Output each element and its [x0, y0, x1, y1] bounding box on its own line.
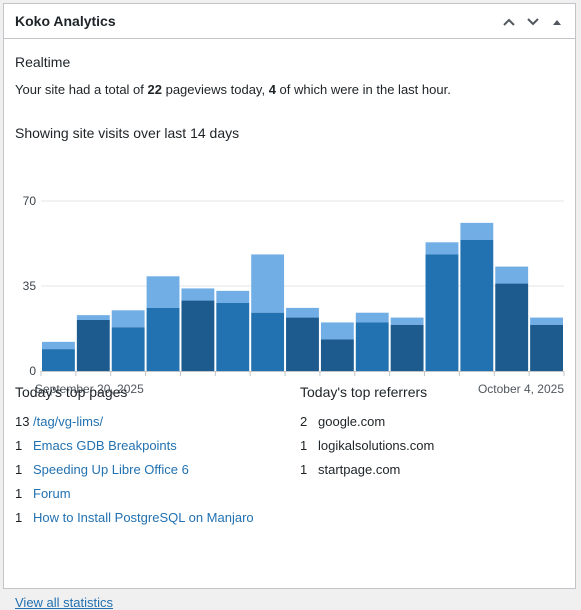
top-referrer-label: logikalsolutions.com: [318, 438, 435, 453]
top-pages-list: 13/tag/vg-lims/1 Emacs GDB Breakpoints 1 Sp…: [15, 410, 254, 530]
bar-segment-top: [460, 222, 494, 240]
widget-title: Koko Analytics: [15, 13, 116, 29]
top-page-label[interactable]: /tag/vg-lims/: [33, 414, 104, 429]
top-referrer-count: 1: [300, 438, 308, 453]
realtime-text-prefix: Your site had a total of: [15, 82, 148, 97]
top-page-count: 1: [15, 438, 23, 453]
top-pages-section: Today's top pages 13/tag/vg-lims/1 Emacs …: [15, 384, 254, 530]
bar-segment-bottom: [42, 349, 75, 371]
bar-segment-top: [76, 315, 110, 320]
top-page-count: 1: [15, 462, 23, 477]
top-page-label[interactable]: Forum: [33, 486, 71, 501]
bar-segment-top: [390, 317, 424, 325]
x-tick-label-end: October 4, 2025: [478, 382, 564, 396]
realtime-text-suffix: of which were in the last hour.: [275, 82, 451, 97]
top-referrer-label: google.com: [318, 414, 386, 429]
bar-segment-top: [181, 288, 215, 301]
bar-segment-top: [425, 242, 459, 255]
bar-segment-top: [146, 276, 180, 308]
bar-segment-top: [320, 322, 354, 340]
top-page-label[interactable]: Speeding Up Libre Office 6: [33, 462, 189, 477]
move-down-button[interactable]: [521, 10, 545, 34]
bar-segment-bottom: [355, 322, 389, 371]
bar-segment-top: [251, 254, 285, 313]
pageviews-today: 22: [147, 82, 162, 97]
top-page-count: 1: [15, 486, 23, 501]
top-referrers-list: 2 google.com 1 logikalsolutions.com 1 startpa…: [300, 410, 434, 482]
header-actions: [497, 4, 569, 39]
toggle-arrow-icon: [553, 19, 561, 25]
top-page-item: 13/tag/vg-lims/: [15, 410, 254, 434]
top-referrers-heading: Today's top referrers: [300, 384, 428, 400]
bar-segment-bottom: [111, 327, 145, 371]
chevron-down-icon: [527, 17, 539, 25]
top-referrer-label: startpage.com: [318, 462, 401, 477]
top-page-item: 1 Speeding Up Libre Office 6: [15, 458, 254, 482]
top-referrer-item: 2 google.com: [300, 410, 434, 434]
visits-bar-chart: 0 35 70 September 20, 2025 October 4, 2025: [23, 194, 565, 396]
bar-segment-top: [286, 307, 319, 318]
bar-segment-top: [495, 266, 529, 284]
pageviews-last-hour: 4: [268, 82, 276, 97]
bar-segment-bottom: [530, 324, 563, 371]
bar-segment-bottom: [251, 312, 285, 371]
bar-segment-bottom: [216, 303, 250, 371]
top-page-count: 1: [15, 510, 23, 525]
bar-segment-top: [216, 290, 250, 303]
bar-segment-top: [355, 312, 389, 323]
bar-segment-bottom: [495, 283, 529, 371]
top-referrers-section: Today's top referrers 2 google.com 1 logika…: [300, 384, 434, 482]
top-page-item: 1 Emacs GDB Breakpoints: [15, 434, 254, 458]
bar-segment-bottom: [320, 339, 354, 371]
chevron-up-icon: [503, 18, 515, 26]
widget-header: Koko Analytics: [4, 4, 575, 39]
top-referrer-item: 1 startpage.com: [300, 458, 434, 482]
top-referrer-count: 1: [300, 462, 308, 477]
koko-analytics-widget: Koko Analytics Realtime Your site had a …: [3, 3, 576, 610]
x-tick-label-start: September 20, 2025: [35, 382, 144, 396]
top-referrer-count: 2: [300, 414, 308, 429]
realtime-heading: Realtime: [15, 54, 71, 70]
bar-segment-bottom: [146, 307, 180, 371]
bar-segment-bottom: [390, 324, 424, 371]
bar-segment-top: [111, 310, 145, 328]
toggle-panel-button[interactable]: [545, 10, 569, 34]
bar-segment-top: [42, 341, 75, 350]
bar-segment-bottom: [460, 239, 494, 371]
move-up-button[interactable]: [497, 10, 521, 34]
top-page-label[interactable]: How to Install PostgreSQL on Manjaro: [33, 510, 254, 525]
realtime-summary: Your site had a total of 22 pageviews to…: [15, 82, 451, 97]
chart-heading: Showing site visits over last 14 days: [15, 125, 240, 141]
top-page-label[interactable]: Emacs GDB Breakpoints: [33, 438, 177, 453]
top-page-item: 1 How to Install PostgreSQL on Manjaro: [15, 506, 254, 530]
top-referrer-item: 1 logikalsolutions.com: [300, 434, 434, 458]
y-tick-label: 0: [29, 364, 36, 378]
bar-segment-bottom: [286, 317, 319, 371]
top-page-item: 1 Forum: [15, 482, 254, 506]
bar-segment-bottom: [425, 254, 459, 371]
view-all-statistics-link[interactable]: View all statistics: [15, 595, 114, 610]
bar-segment-top: [530, 317, 563, 325]
bar-segment-bottom: [76, 320, 110, 371]
top-pages-heading: Today's top pages: [15, 384, 128, 400]
realtime-text-middle: pageviews today,: [161, 82, 269, 97]
y-tick-label: 70: [23, 194, 37, 208]
y-tick-label: 35: [23, 279, 37, 293]
top-page-count: 13: [15, 414, 30, 429]
bar-segment-bottom: [181, 300, 215, 371]
